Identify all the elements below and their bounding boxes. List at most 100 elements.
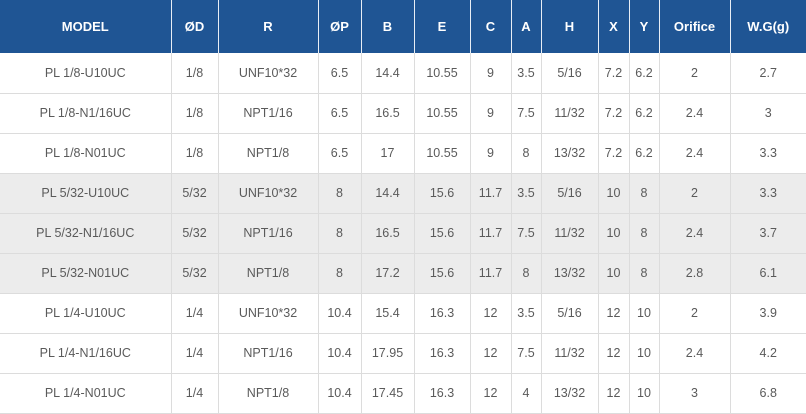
table-cell: 11/32 <box>541 213 599 254</box>
table-cell: 10 <box>629 333 660 374</box>
table-cell: 6.1 <box>730 253 806 294</box>
table-cell: 11/32 <box>541 93 599 134</box>
table-cell: 16.3 <box>414 333 471 374</box>
table-cell: 9 <box>470 93 512 134</box>
table-cell: 16.5 <box>361 93 415 134</box>
table-row: PL 1/8-N01UC 1/8 NPT1/8 6.5 17 10.55 9 8 13/32 7.… <box>0 133 806 174</box>
column-header: ØD <box>171 0 219 53</box>
model-cell: PL 1/4-N1/16UC <box>0 333 172 374</box>
table-cell: 11/32 <box>541 333 599 374</box>
table-row: PL 5/32-N1/16UC 5/32 NPT1/16 8 16.5 15.6 11.7 7… <box>0 213 806 254</box>
model-cell: PL 5/32-U10UC <box>0 173 172 214</box>
table-cell: UNF10*32 <box>218 173 319 214</box>
table-cell: 3.7 <box>730 213 806 254</box>
table-cell: 3.3 <box>730 173 806 214</box>
table-cell: 17 <box>361 133 415 174</box>
table-cell: 9 <box>470 53 512 94</box>
table-cell: 12 <box>598 333 630 374</box>
table-cell: 1/8 <box>171 93 219 134</box>
table-cell: 8 <box>511 133 542 174</box>
table-cell: 2.4 <box>659 213 731 254</box>
table-cell: 10 <box>629 373 660 414</box>
column-header: Orifice <box>659 0 731 53</box>
table-cell: 10 <box>598 173 630 214</box>
table-cell: 17.45 <box>361 373 415 414</box>
table-cell: 12 <box>470 293 512 334</box>
table-cell: 1/8 <box>171 53 219 94</box>
table-cell: 10.55 <box>414 133 471 174</box>
table-cell: 9 <box>470 133 512 174</box>
table-cell: 10 <box>598 213 630 254</box>
table-row: PL 1/4-N1/16UC 1/4 NPT1/16 10.4 17.95 16.3 12 7… <box>0 333 806 374</box>
table-cell: 2.4 <box>659 133 731 174</box>
table-cell: 2.4 <box>659 93 731 134</box>
table-cell: 1/4 <box>171 293 219 334</box>
table-cell: 15.6 <box>414 253 471 294</box>
table-cell: 15.6 <box>414 173 471 214</box>
table-cell: 1/4 <box>171 333 219 374</box>
table-cell: 6.5 <box>318 53 362 94</box>
table-cell: 3 <box>730 93 806 134</box>
column-header: A <box>511 0 542 53</box>
table-cell: 6.5 <box>318 133 362 174</box>
table-cell: 13/32 <box>541 253 599 294</box>
table-cell: 10.4 <box>318 373 362 414</box>
table-cell: 7.2 <box>598 133 630 174</box>
table-cell: 7.5 <box>511 93 542 134</box>
model-cell: PL 5/32-N1/16UC <box>0 213 172 254</box>
column-header: Y <box>629 0 660 53</box>
table-cell: NPT1/8 <box>218 133 319 174</box>
table-cell: 5/32 <box>171 213 219 254</box>
table-cell: 5/16 <box>541 53 599 94</box>
table-cell: NPT1/16 <box>218 333 319 374</box>
table-cell: 8 <box>511 253 542 294</box>
table-cell: 10.4 <box>318 333 362 374</box>
table-cell: UNF10*32 <box>218 293 319 334</box>
table-cell: 12 <box>470 373 512 414</box>
table-cell: 2.7 <box>730 53 806 94</box>
model-cell: PL 5/32-N01UC <box>0 253 172 294</box>
table-cell: 14.4 <box>361 173 415 214</box>
table-cell: 1/8 <box>171 133 219 174</box>
model-cell: PL 1/4-N01UC <box>0 373 172 414</box>
table-cell: 5/32 <box>171 173 219 214</box>
table-cell: 12 <box>470 333 512 374</box>
table-row: PL 1/4-N01UC 1/4 NPT1/8 10.4 17.45 16.3 12 4 13/… <box>0 373 806 414</box>
table-cell: 6.8 <box>730 373 806 414</box>
table-cell: 17.95 <box>361 333 415 374</box>
table-cell: 10 <box>629 293 660 334</box>
column-header: B <box>361 0 415 53</box>
column-header: MODEL <box>0 0 172 53</box>
table-cell: 10.55 <box>414 53 471 94</box>
table-cell: 13/32 <box>541 133 599 174</box>
table-cell: 8 <box>629 253 660 294</box>
header-row: MODEL ØD R ØP B E C A H X Y Orifice W.G(g) <box>0 0 806 53</box>
table-cell: 15.4 <box>361 293 415 334</box>
table-cell: 3.5 <box>511 293 542 334</box>
table-cell: 6.5 <box>318 93 362 134</box>
table-cell: 14.4 <box>361 53 415 94</box>
table-cell: 13/32 <box>541 373 599 414</box>
table-cell: 17.2 <box>361 253 415 294</box>
table-cell: 16.3 <box>414 293 471 334</box>
column-header: ØP <box>318 0 362 53</box>
table-row: PL 1/8-N1/16UC 1/8 NPT1/16 6.5 16.5 10.55 9 7.5… <box>0 93 806 134</box>
table-cell: 3.5 <box>511 173 542 214</box>
table-cell: NPT1/16 <box>218 213 319 254</box>
table-cell: 12 <box>598 373 630 414</box>
table-cell: 8 <box>318 213 362 254</box>
table-row: PL 1/4-U10UC 1/4 UNF10*32 10.4 15.4 16.3 12 3.5… <box>0 293 806 334</box>
table-cell: 5/16 <box>541 293 599 334</box>
table-cell: 7.5 <box>511 213 542 254</box>
column-header: R <box>218 0 319 53</box>
table-cell: 10.4 <box>318 293 362 334</box>
column-header: H <box>541 0 599 53</box>
table-cell: 16.3 <box>414 373 471 414</box>
table-row: PL 1/8-U10UC 1/8 UNF10*32 6.5 14.4 10.55 9 3.5 5… <box>0 53 806 94</box>
table-cell: 11.7 <box>470 253 512 294</box>
table-cell: 11.7 <box>470 213 512 254</box>
table-cell: NPT1/8 <box>218 373 319 414</box>
table-cell: 7.2 <box>598 53 630 94</box>
table-cell: 5/32 <box>171 253 219 294</box>
